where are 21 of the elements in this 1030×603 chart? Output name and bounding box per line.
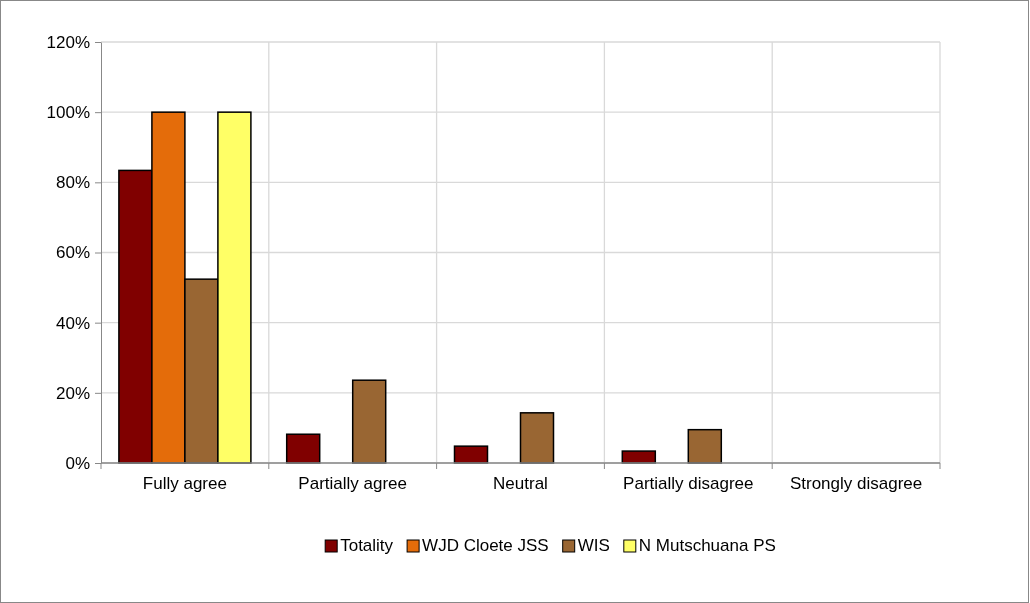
legend-label: WJD Cloete JSS: [422, 536, 549, 555]
y-tick-label: 120%: [46, 32, 90, 52]
x-tick-label: Fully agree: [142, 474, 227, 493]
bar: [351, 379, 387, 464]
bar: [285, 433, 321, 464]
legend-label: WIS: [577, 536, 610, 555]
legend-label: Totality: [340, 536, 394, 555]
bar: [519, 412, 555, 464]
y-tick-label: 0%: [65, 453, 90, 473]
y-tick-label: 20%: [55, 383, 90, 403]
y-tick-label: 80%: [55, 173, 90, 193]
y-tick-label: 40%: [55, 313, 90, 333]
y-tick-label: 60%: [55, 243, 90, 263]
x-tick-label: Strongly disagree: [789, 474, 923, 493]
legend-label: N Mutschuana PS: [638, 536, 776, 555]
y-tick-label: 100%: [46, 103, 90, 123]
x-tick-label: Partially agree: [298, 474, 408, 493]
x-tick-label: Partially disagree: [623, 474, 754, 493]
bar: [453, 445, 489, 464]
bar: [687, 428, 723, 464]
x-tick-label: Neutral: [493, 474, 548, 493]
